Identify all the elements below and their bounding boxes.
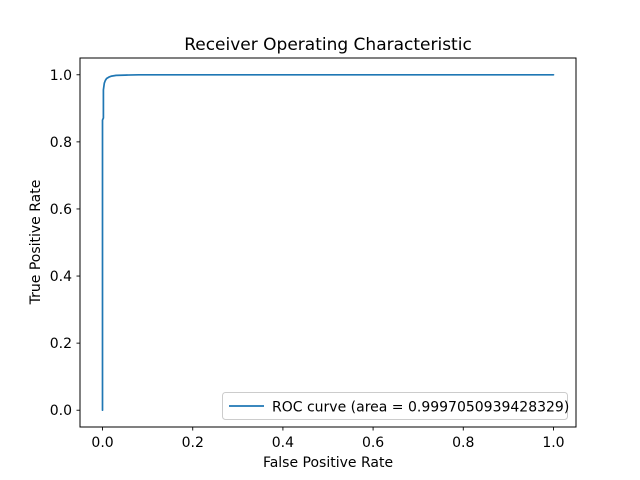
y-tick-label: 1.0 bbox=[50, 68, 72, 84]
x-tick-label: 1.0 bbox=[542, 435, 564, 451]
x-tick-label: 0.8 bbox=[452, 435, 474, 451]
legend-label: ROC curve (area = 0.9997050939428329) bbox=[272, 400, 569, 416]
x-tick-label: 0.6 bbox=[362, 435, 384, 451]
legend: ROC curve (area = 0.9997050939428329) bbox=[222, 392, 569, 420]
y-tick-label: 0.2 bbox=[50, 336, 72, 352]
y-tick-label: 0.4 bbox=[50, 269, 72, 285]
x-axis-label: False Positive Rate bbox=[263, 455, 393, 471]
x-tick-label: 0.2 bbox=[182, 435, 204, 451]
x-tick-label: 0.4 bbox=[272, 435, 294, 451]
chart-title: Receiver Operating Characteristic bbox=[184, 35, 472, 55]
legend-box bbox=[222, 392, 568, 420]
y-tick-label: 0.0 bbox=[50, 403, 72, 419]
roc-curve-line bbox=[101, 73, 555, 412]
y-tick-label: 0.6 bbox=[50, 202, 72, 218]
y-axis-label: True Positive Rate bbox=[28, 180, 44, 306]
y-tick-label: 0.8 bbox=[50, 135, 72, 151]
x-tick-label: 0.0 bbox=[91, 435, 113, 451]
plot-area bbox=[79, 57, 577, 428]
axis-ticks: 0.0 0.2 0.4 0.6 0.8 1.0 0.0 0.2 0.4 0.6 0.8 1.0 bbox=[50, 68, 565, 451]
